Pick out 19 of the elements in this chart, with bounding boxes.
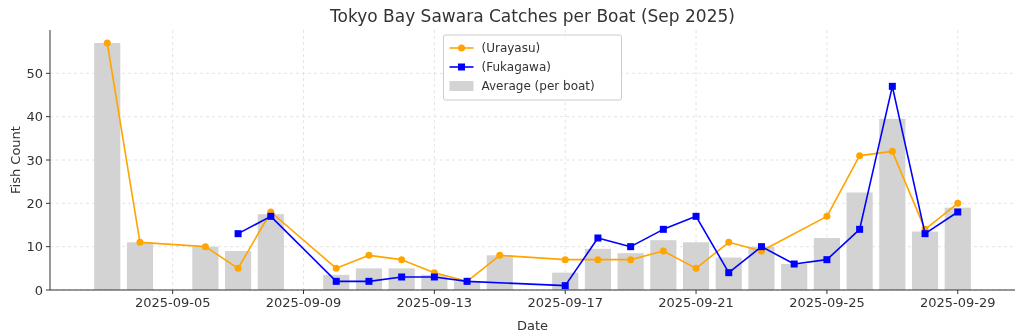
x-tick-label: 2025-09-05 xyxy=(134,295,211,310)
x-axis-title: Date xyxy=(516,318,549,333)
legend-label: (Fukagawa) xyxy=(481,60,551,75)
y-tick-label: 40 xyxy=(26,109,43,125)
y-tick-label: 20 xyxy=(26,195,43,211)
y-tick-label: 0 xyxy=(34,282,43,298)
y-tick-label: 10 xyxy=(26,239,43,255)
y-tick-label: 30 xyxy=(26,152,43,168)
x-tick-label: 2025-09-25 xyxy=(789,295,865,310)
legend-label: Average (per boat) xyxy=(481,79,595,94)
x-tick-label: 2025-09-29 xyxy=(919,295,996,310)
x-tick-label: 2025-09-21 xyxy=(658,295,734,310)
x-tick-label: 2025-09-09 xyxy=(265,295,342,310)
chart-title: Tokyo Bay Sawara Catches per Boat (Sep 2025) xyxy=(329,6,735,26)
legend-label: (Urayasu) xyxy=(481,41,541,56)
x-tick-label: 2025-09-17 xyxy=(527,295,603,310)
x-tick-label: 2025-09-13 xyxy=(396,295,473,310)
y-axis-title: Fish Count xyxy=(8,126,23,194)
y-tick-label: 50 xyxy=(26,65,43,81)
